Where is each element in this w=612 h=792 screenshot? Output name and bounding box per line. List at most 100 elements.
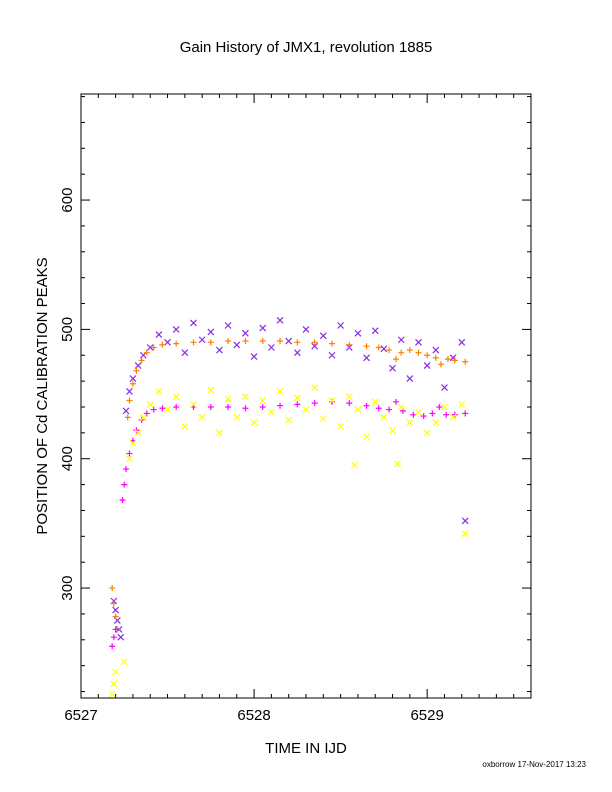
data-point bbox=[207, 328, 215, 336]
data-point bbox=[363, 433, 371, 441]
data-point bbox=[420, 413, 427, 420]
data-point bbox=[120, 658, 128, 666]
data-point bbox=[190, 400, 197, 408]
data-point bbox=[429, 410, 436, 417]
data-point bbox=[432, 354, 439, 361]
data-point bbox=[451, 357, 458, 364]
data-point bbox=[181, 349, 189, 357]
data-point bbox=[311, 342, 319, 350]
data-point bbox=[159, 405, 166, 412]
data-point bbox=[337, 422, 345, 430]
data-point bbox=[293, 394, 301, 402]
data-point bbox=[389, 426, 396, 434]
data-points bbox=[108, 316, 469, 698]
data-point bbox=[198, 413, 206, 421]
data-point bbox=[109, 643, 116, 650]
data-point bbox=[432, 346, 440, 354]
data-point bbox=[207, 339, 214, 346]
data-point bbox=[108, 690, 116, 698]
data-point bbox=[133, 427, 140, 434]
data-point bbox=[267, 344, 275, 351]
data-point bbox=[415, 338, 422, 346]
data-point bbox=[415, 349, 422, 356]
data-point bbox=[164, 338, 171, 346]
data-point bbox=[406, 375, 414, 382]
data-point bbox=[138, 416, 145, 423]
data-point bbox=[277, 402, 284, 409]
data-point bbox=[250, 353, 258, 360]
data-point bbox=[363, 354, 371, 362]
data-point bbox=[172, 325, 180, 333]
data-point bbox=[375, 344, 382, 351]
data-point bbox=[443, 411, 450, 418]
data-point bbox=[461, 530, 469, 538]
data-point bbox=[449, 413, 457, 421]
data-point bbox=[393, 356, 399, 363]
data-point bbox=[133, 367, 140, 374]
data-point bbox=[302, 325, 310, 333]
data-point bbox=[143, 349, 150, 356]
data-point bbox=[138, 357, 145, 364]
data-point bbox=[346, 341, 353, 348]
data-point bbox=[117, 633, 125, 641]
data-point bbox=[242, 405, 249, 412]
credit-text: oxborrow 17-Nov-2017 13:23 bbox=[482, 760, 586, 769]
data-point bbox=[462, 410, 469, 417]
y-tick-label: 300 bbox=[59, 576, 76, 601]
data-point bbox=[233, 341, 241, 349]
data-point bbox=[398, 349, 405, 356]
data-point bbox=[190, 339, 197, 346]
x-tick-label: 6528 bbox=[237, 707, 270, 724]
series-2 bbox=[109, 398, 469, 650]
data-point bbox=[129, 375, 137, 382]
data-point bbox=[380, 345, 388, 353]
data-point bbox=[143, 410, 150, 417]
data-point bbox=[173, 403, 180, 410]
data-point bbox=[207, 386, 215, 394]
data-point bbox=[354, 329, 362, 337]
data-point bbox=[294, 401, 301, 408]
data-point bbox=[294, 339, 301, 346]
data-point bbox=[155, 331, 163, 338]
data-point bbox=[363, 402, 370, 409]
data-point bbox=[173, 340, 180, 347]
data-point bbox=[424, 352, 431, 359]
tick-labels: 6527 6528 6529 300 400 500 600 bbox=[59, 188, 444, 724]
data-point bbox=[126, 455, 133, 463]
data-point bbox=[337, 322, 345, 329]
data-point bbox=[371, 398, 379, 406]
data-point bbox=[432, 419, 440, 426]
data-point bbox=[276, 388, 284, 395]
data-point bbox=[423, 362, 431, 370]
data-point bbox=[112, 613, 119, 620]
data-point bbox=[328, 397, 336, 404]
data-point bbox=[458, 338, 466, 346]
data-point bbox=[134, 429, 142, 437]
data-point bbox=[458, 400, 466, 408]
data-point bbox=[461, 517, 469, 525]
data-point bbox=[394, 460, 402, 468]
data-point bbox=[124, 414, 131, 421]
data-point bbox=[423, 429, 431, 437]
data-point bbox=[126, 450, 133, 457]
data-point bbox=[259, 324, 267, 332]
x-axis-label: TIME IN IJD bbox=[265, 740, 347, 757]
y-axis-label: POSITION OF Cd CALIBRATION PEAKS bbox=[34, 257, 51, 534]
data-point bbox=[224, 395, 232, 403]
data-point bbox=[259, 403, 266, 410]
data-point bbox=[112, 606, 120, 614]
data-point bbox=[354, 406, 362, 414]
data-point bbox=[121, 481, 128, 488]
data-point bbox=[242, 338, 249, 345]
data-point bbox=[351, 461, 358, 469]
data-point bbox=[139, 413, 147, 421]
data-point bbox=[267, 408, 275, 416]
data-point bbox=[150, 344, 157, 351]
data-point bbox=[241, 393, 249, 401]
data-point bbox=[216, 346, 223, 354]
data-point bbox=[122, 407, 130, 415]
x-tick-label: 6529 bbox=[410, 707, 443, 724]
data-point bbox=[241, 329, 249, 337]
data-point bbox=[363, 343, 370, 350]
